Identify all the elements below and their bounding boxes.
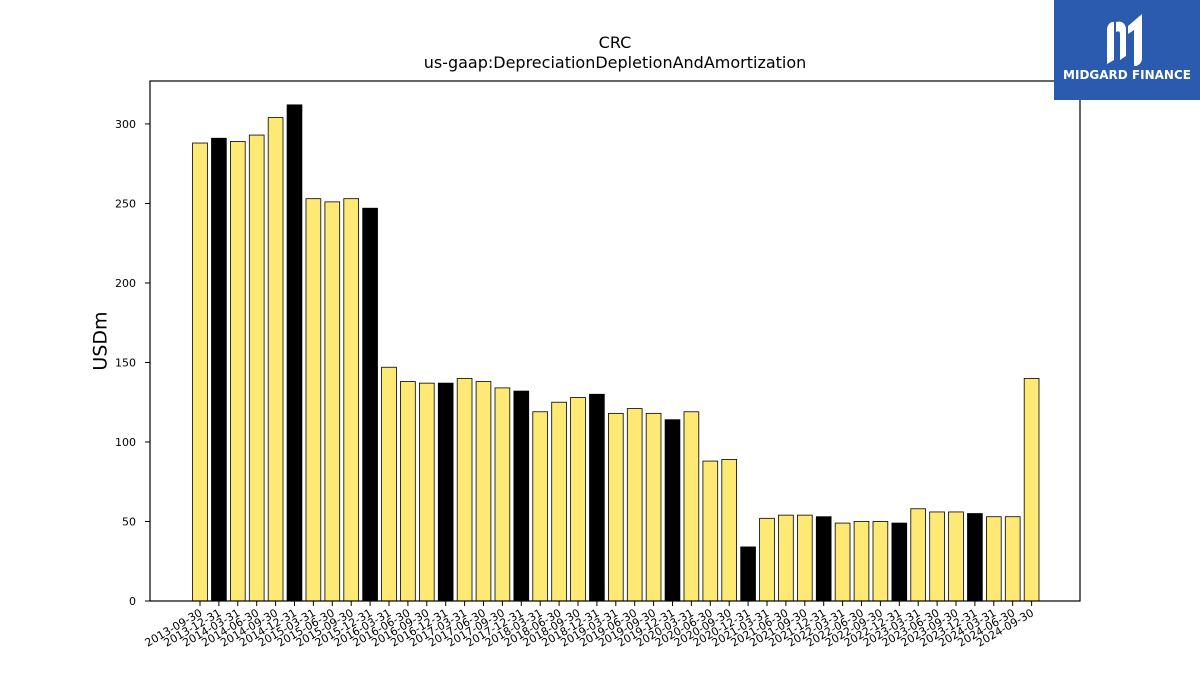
bar-2013-12-31 [211,137,227,602]
bar-2015-06-30 [324,201,341,602]
bar-2024-03-31 [986,516,1002,602]
y-tick-label: 50 [122,515,136,528]
bar-2016-06-30 [400,381,416,602]
bar-2022-09-30 [872,521,889,602]
bar-2019-09-30 [645,412,662,602]
bar-2021-12-31 [815,516,832,602]
y-tick-label: 200 [115,277,136,290]
bar-2020-03-31 [683,411,700,602]
bar-2021-06-30 [778,514,794,602]
y-tick-label: 0 [129,595,136,608]
bar-2020-12-31 [740,546,756,602]
y-tick-label: 100 [115,436,136,449]
y-axis: 0 50 100 150 200 250 300 [115,118,150,608]
bar-2014-12-31 [286,104,303,602]
chart-subtitle: us-gaap:DepreciationDepletionAndAmortiza… [423,53,807,72]
bar-2015-12-31 [362,207,378,602]
bar-2013-09-30 [192,142,208,602]
bar-2018-12-31 [589,393,605,602]
x-axis: 2013-09-302013-12-312014-03-312014-06-30… [143,601,1036,650]
bar-2020-09-30 [721,459,737,602]
midgard-m-logo-icon [1107,14,1142,66]
bar-2024-09-30 [1023,377,1040,602]
bar-2021-03-31 [759,517,775,602]
bar-2021-09-30 [797,514,813,602]
bars-group [192,104,1040,602]
bar-2023-03-31 [910,508,926,602]
bar-2020-06-30 [702,460,719,602]
bar-2015-03-31 [305,198,322,602]
bar-2017-06-30 [475,381,492,602]
bar-2017-03-31 [456,377,473,602]
chart-title: CRC [598,33,632,52]
bar-2023-09-30 [948,511,964,602]
bar-2019-03-31 [608,412,624,602]
bar-2016-12-31 [437,382,454,602]
y-tick-label: 250 [115,197,136,210]
midgard-finance-logo: MIDGARD FINANCE [1054,0,1200,100]
bar-2019-12-31 [664,419,681,602]
bar-2023-06-30 [929,511,945,602]
bar-2017-09-30 [494,387,511,602]
bar-2022-03-31 [834,522,851,602]
bar-2014-06-30 [248,134,265,602]
bar-2018-03-31 [532,411,548,602]
y-tick-label: 150 [115,356,136,369]
bar-2017-12-31 [513,390,530,602]
plot-frame [149,80,1081,602]
bar-2024-06-30 [1004,516,1021,602]
logo-text: MIDGARD FINANCE [1063,68,1191,82]
bar-2023-12-31 [967,513,983,602]
bar-2014-03-31 [229,141,246,602]
bar-2018-09-30 [570,397,586,602]
y-axis-label: USDm [90,311,112,370]
bar-2016-09-30 [418,382,435,602]
y-tick-label: 300 [115,118,136,131]
bar-2022-06-30 [853,521,870,602]
bar-2015-09-30 [343,198,359,602]
bar-2019-06-30 [626,408,643,602]
bar-2014-09-30 [267,117,284,602]
bar-2016-03-31 [381,366,397,602]
bar-2018-06-30 [551,401,567,602]
bar-2022-12-31 [891,522,908,602]
